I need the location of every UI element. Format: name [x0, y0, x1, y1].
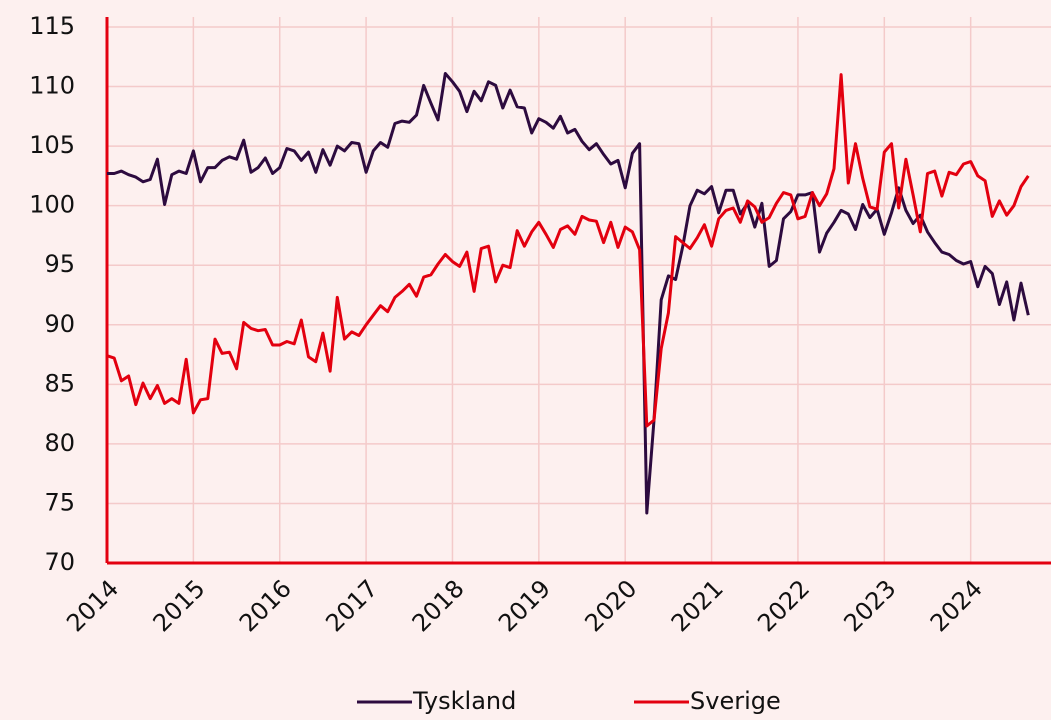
x-tick-label: 2020: [579, 574, 642, 637]
x-tick-label: 2015: [148, 574, 211, 637]
y-tick-label: 85: [44, 369, 75, 397]
y-tick-label: 80: [44, 429, 75, 457]
y-tick-label: 70: [44, 548, 75, 576]
y-tick-label: 95: [44, 250, 75, 278]
y-tick-label: 115: [29, 12, 75, 40]
legend-label: Tyskland: [412, 687, 516, 715]
x-tick-label: 2019: [493, 574, 556, 637]
y-tick-label: 100: [29, 191, 75, 219]
y-tick-label: 90: [44, 310, 75, 338]
y-tick-label: 110: [29, 72, 75, 100]
x-tick-label: 2018: [407, 574, 470, 637]
legend-label: Sverige: [690, 687, 781, 715]
x-tick-label: 2024: [925, 574, 988, 637]
y-tick-label: 105: [29, 131, 75, 159]
line-series: [106, 73, 1030, 428]
x-tick-label: 2014: [61, 574, 124, 637]
x-tick-label: 2023: [839, 574, 902, 637]
x-tick-label: 2016: [234, 574, 297, 637]
x-tick-label: 2021: [666, 574, 729, 637]
line-series: [107, 72, 1030, 515]
x-tick-label: 2017: [320, 574, 383, 637]
y-tick-label: 75: [44, 488, 75, 516]
x-tick-label: 2022: [752, 574, 815, 637]
